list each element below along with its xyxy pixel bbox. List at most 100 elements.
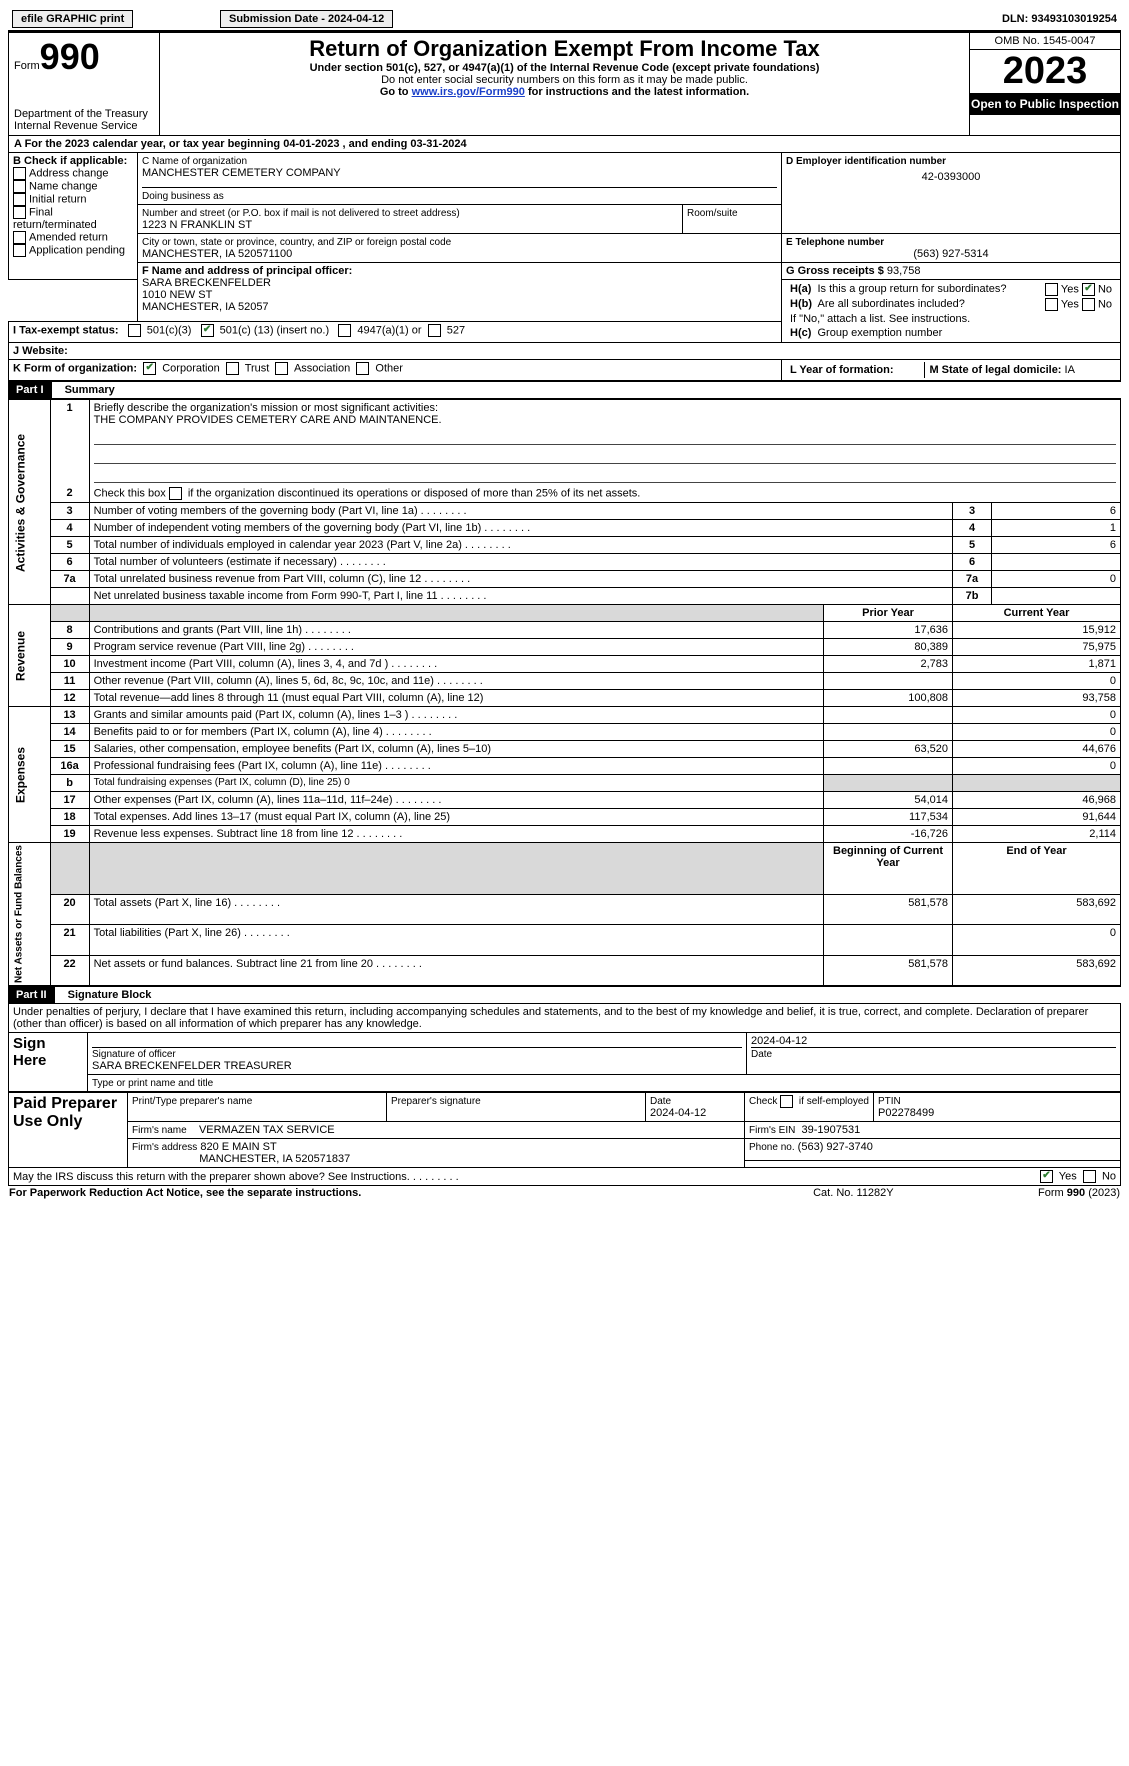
goto-pre: Go to (380, 86, 412, 98)
row-16b-p (824, 775, 953, 792)
cb-ha-yes[interactable] (1045, 283, 1058, 296)
footer-r-form: 990 (1067, 1187, 1085, 1199)
k-other: Other (375, 362, 403, 374)
may-irs-discuss: May the IRS discuss this return with the… (9, 1168, 983, 1186)
row-14-label: Benefits paid to or for members (Part IX… (89, 724, 823, 741)
cb-trust[interactable] (226, 362, 239, 375)
top-bar: efile GRAPHIC print Submission Date - 20… (8, 8, 1121, 32)
row-4-label: Number of independent voting members of … (89, 520, 952, 537)
row-6-label: Total number of volunteers (estimate if … (89, 554, 952, 571)
row-9-p: 80,389 (824, 639, 953, 656)
b-label: B Check if applicable: (13, 155, 127, 167)
cb-discuss-yes[interactable] (1040, 1170, 1053, 1183)
dln-label: DLN: (1002, 13, 1028, 25)
firm-ein-label: Firm's EIN (749, 1125, 795, 1136)
row-16b-label: Total fundraising expenses (Part IX, col… (94, 777, 350, 788)
row-9-c: 75,975 (953, 639, 1121, 656)
cb-address-change[interactable] (13, 167, 26, 180)
cb-assoc[interactable] (275, 362, 288, 375)
year-end: 03-31-2024 (410, 138, 466, 150)
prep-sig-label: Preparer's signature (391, 1096, 481, 1107)
row-22-label: Net assets or fund balances. Subtract li… (89, 955, 823, 985)
cb-final-return[interactable] (13, 206, 26, 219)
ha-yes: Yes (1061, 283, 1079, 295)
hb-yes: Yes (1061, 298, 1079, 310)
cb-hb-yes[interactable] (1045, 298, 1058, 311)
cb-4947[interactable] (338, 324, 351, 337)
row-16b-c (953, 775, 1121, 792)
b-item-0: Address change (29, 167, 109, 179)
row-15-p: 63,520 (824, 741, 953, 758)
row-11-p (824, 673, 953, 690)
row-19-label: Revenue less expenses. Subtract line 18 … (89, 826, 823, 843)
row-8-label: Contributions and grants (Part VIII, lin… (89, 622, 823, 639)
irs-link[interactable]: www.irs.gov/Form990 (412, 86, 525, 98)
omb-number: OMB No. 1545-0047 (970, 33, 1120, 50)
row-5-val: 6 (992, 537, 1121, 554)
cb-501c3[interactable] (128, 324, 141, 337)
discuss-yes: Yes (1059, 1170, 1077, 1182)
sig-officer-name: SARA BRECKENFELDER TREASURER (92, 1060, 292, 1072)
org-name: MANCHESTER CEMETERY COMPANY (142, 167, 341, 179)
subtitle-1: Under section 501(c), 527, or 4947(a)(1)… (310, 62, 820, 74)
row-15-label: Salaries, other compensation, employee b… (89, 741, 823, 758)
street-address: 1223 N FRANKLIN ST (142, 219, 252, 231)
cb-application-pending[interactable] (13, 244, 26, 257)
subtitle-2: Do not enter social security numbers on … (165, 74, 964, 86)
irs-label: Internal Revenue Service (14, 120, 154, 132)
c-label: C Name of organization (142, 156, 247, 167)
vlabel-ag: Activities & Governance (9, 400, 51, 605)
row-5-n: 5 (953, 537, 992, 554)
sig-officer-label: Signature of officer (92, 1049, 176, 1060)
b-item-4: Amended return (29, 231, 108, 243)
officer-name: SARA BRECKENFELDER (142, 277, 271, 289)
cb-ha-no[interactable] (1082, 283, 1095, 296)
row-10-label: Investment income (Part VIII, column (A)… (89, 656, 823, 673)
row-20-p: 581,578 (824, 894, 953, 924)
row-3-val: 6 (992, 503, 1121, 520)
city-label: City or town, state or province, country… (142, 237, 451, 248)
prep-name-label: Print/Type preparer's name (132, 1096, 252, 1107)
cb-discontinued[interactable] (169, 487, 182, 500)
cb-self-employed[interactable] (780, 1095, 793, 1108)
form-number: 990 (40, 36, 100, 77)
cb-amended-return[interactable] (13, 231, 26, 244)
row-16a-p (824, 758, 953, 775)
row-8-p: 17,636 (824, 622, 953, 639)
year-begin: 04-01-2023 (283, 138, 339, 150)
row-13-label: Grants and similar amounts paid (Part IX… (89, 707, 823, 724)
ein-value: 42-0393000 (786, 167, 1116, 187)
i-501c: 501(c) ( (220, 324, 258, 336)
cb-527[interactable] (428, 324, 441, 337)
firm-name: VERMAZEN TAX SERVICE (199, 1124, 335, 1136)
footer-cat: Cat. No. 11282Y (765, 1186, 941, 1200)
cb-initial-return[interactable] (13, 193, 26, 206)
firm-addr2: MANCHESTER, IA 520571837 (199, 1153, 350, 1165)
efile-button[interactable]: efile GRAPHIC print (12, 10, 133, 28)
cb-name-change[interactable] (13, 180, 26, 193)
m-val: IA (1065, 364, 1075, 376)
prep-date: 2024-04-12 (650, 1107, 706, 1119)
officer-addr1: 1010 NEW ST (142, 289, 212, 301)
firm-addr-label: Firm's address (132, 1142, 197, 1153)
row-7a-n: 7a (953, 571, 992, 588)
cb-discuss-no[interactable] (1083, 1170, 1096, 1183)
form-title: Return of Organization Exempt From Incom… (165, 36, 964, 62)
sig-name-label: Type or print name and title (92, 1078, 213, 1089)
cb-hb-no[interactable] (1082, 298, 1095, 311)
phone-label: Phone no. (749, 1142, 795, 1153)
cb-other[interactable] (356, 362, 369, 375)
row-17-p: 54,014 (824, 792, 953, 809)
row-14-c: 0 (953, 724, 1121, 741)
form-header: Form990 Department of the Treasury Inter… (8, 32, 1121, 136)
i-4947: 4947(a)(1) or (357, 324, 421, 336)
row-21-p (824, 925, 953, 955)
row-7a-val: 0 (992, 571, 1121, 588)
mission-text: THE COMPANY PROVIDES CEMETERY CARE AND M… (94, 414, 442, 426)
paid-preparer: Paid Preparer Use Only (9, 1093, 128, 1168)
self-emp-label: if self-employed (799, 1096, 869, 1107)
sig-date-top: 2024-04-12 (751, 1035, 1116, 1048)
cb-501c[interactable] (201, 324, 214, 337)
cb-corp[interactable] (143, 362, 156, 375)
gross-receipts: 93,758 (887, 265, 921, 277)
